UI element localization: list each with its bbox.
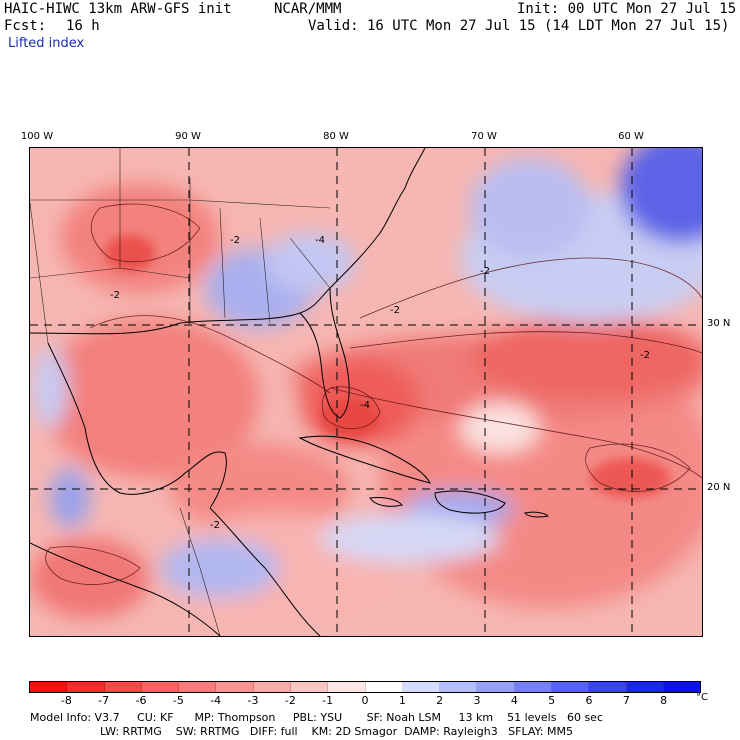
colorbar-tick-label: 1 <box>398 694 406 707</box>
colorbar-segment <box>514 682 552 692</box>
colorbar-tick-label: -6 <box>135 694 147 707</box>
us-gulf-coast <box>30 287 331 335</box>
colorbar-segment <box>477 682 515 692</box>
colorbar-segment <box>663 682 701 692</box>
colorbar-segment <box>67 682 105 692</box>
colorbar-segment <box>328 682 366 692</box>
lat-label-20n: 20 N <box>707 482 731 493</box>
colorbar-segment <box>290 682 329 692</box>
contour-label: -4 <box>315 235 325 246</box>
init-time: Init: 00 UTC Mon 27 Jul 15 <box>517 1 737 17</box>
colorbar-tick-label: 6 <box>585 694 593 707</box>
colorbar-tick-label: 3 <box>473 694 481 707</box>
colorbar-segment <box>626 682 664 692</box>
colorbar-tick-label: 5 <box>548 694 556 707</box>
colorbar-segment <box>402 682 441 692</box>
contour-label: -2 <box>390 305 400 316</box>
colorbar-tick-label: 4 <box>510 694 518 707</box>
field-name: Lifted index <box>8 36 85 51</box>
map-canvas: -2 -2 -2 -4 -2 -2 -2 -4 <box>30 148 702 636</box>
cuba <box>298 435 431 484</box>
colorbar-segment <box>141 682 180 692</box>
lat-lon-grid <box>30 148 702 636</box>
colorbar-segment <box>365 682 403 692</box>
puerto-rico <box>524 511 550 518</box>
state-boundaries <box>30 148 331 636</box>
colorbar-segment <box>551 682 590 692</box>
contour-label: -2 <box>230 235 240 246</box>
lon-label-70w: 70 W <box>471 131 497 142</box>
colorbar-tick-label: 7 <box>622 694 630 707</box>
lon-label-60w: 60 W <box>618 131 644 142</box>
lon-label-100w: 100 W <box>20 131 54 142</box>
mexico-coast <box>47 342 227 509</box>
hispaniola <box>434 490 506 514</box>
colorbar-tick-label: -5 <box>172 694 184 707</box>
lat-label-30n: 30 N <box>707 318 731 329</box>
lifted-index-map: -2 -2 -2 -4 -2 -2 -2 -4 <box>29 147 703 637</box>
colorbar-segment <box>104 682 142 692</box>
forecast-label: Fcst: <box>4 18 47 34</box>
lon-label-90w: 90 W <box>175 131 201 142</box>
lon-label-80w: 80 W <box>323 131 349 142</box>
colorbar-tick-label: 0 <box>361 694 369 707</box>
contour-label: -2 <box>210 520 220 531</box>
colorbar-tick-label: -2 <box>284 694 296 707</box>
colorbar-tick-label: -8 <box>60 694 72 707</box>
model-title: HAIC-HIWC 13km ARW-GFS init <box>4 1 232 17</box>
jamaica <box>369 497 403 507</box>
shading-layer <box>30 148 702 636</box>
colorbar-segment <box>216 682 254 692</box>
colorbar <box>29 681 701 693</box>
model-info-line2: LW: RRTMG SW: RRTMG DIFF: full KM: 2D Sm… <box>100 725 573 738</box>
contour-label: -2 <box>640 350 650 361</box>
contour-lines <box>45 203 702 585</box>
forecast-hours: 16 h <box>66 18 100 34</box>
central-america-coast <box>209 507 321 636</box>
valid-time: Valid: 16 UTC Mon 27 Jul 15 (14 LDT Mon … <box>308 18 730 34</box>
colorbar-tick-label: 8 <box>660 694 668 707</box>
colorbar-tick-label: -7 <box>98 694 110 707</box>
florida-peninsula <box>299 287 350 419</box>
colorbar-segment <box>589 682 627 692</box>
colorbar-segment <box>179 682 217 692</box>
colorbar-segment <box>253 682 291 692</box>
contour-label: -2 <box>110 290 120 301</box>
model-info-line1: Model Info: V3.7 CU: KF MP: Thompson PBL… <box>30 711 603 724</box>
coastline-layer <box>30 148 550 636</box>
us-east-coast <box>329 148 426 289</box>
colorbar-segment <box>440 682 478 692</box>
colorbar-tick-label: 2 <box>436 694 444 707</box>
colorbar-segment <box>30 682 68 692</box>
colorbar-tick-label: -3 <box>247 694 259 707</box>
mexico-pacific-coast <box>30 542 221 636</box>
contour-label: -2 <box>480 266 490 277</box>
colorbar-tick-label: -4 <box>210 694 222 707</box>
contour-labels: -2 -2 -2 -4 -2 -2 -2 -4 <box>110 235 650 531</box>
colorbar-tick-label: -1 <box>322 694 334 707</box>
org-label: NCAR/MMM <box>274 1 342 17</box>
contour-label: -4 <box>360 400 370 411</box>
colorbar-unit: °C <box>696 692 708 703</box>
